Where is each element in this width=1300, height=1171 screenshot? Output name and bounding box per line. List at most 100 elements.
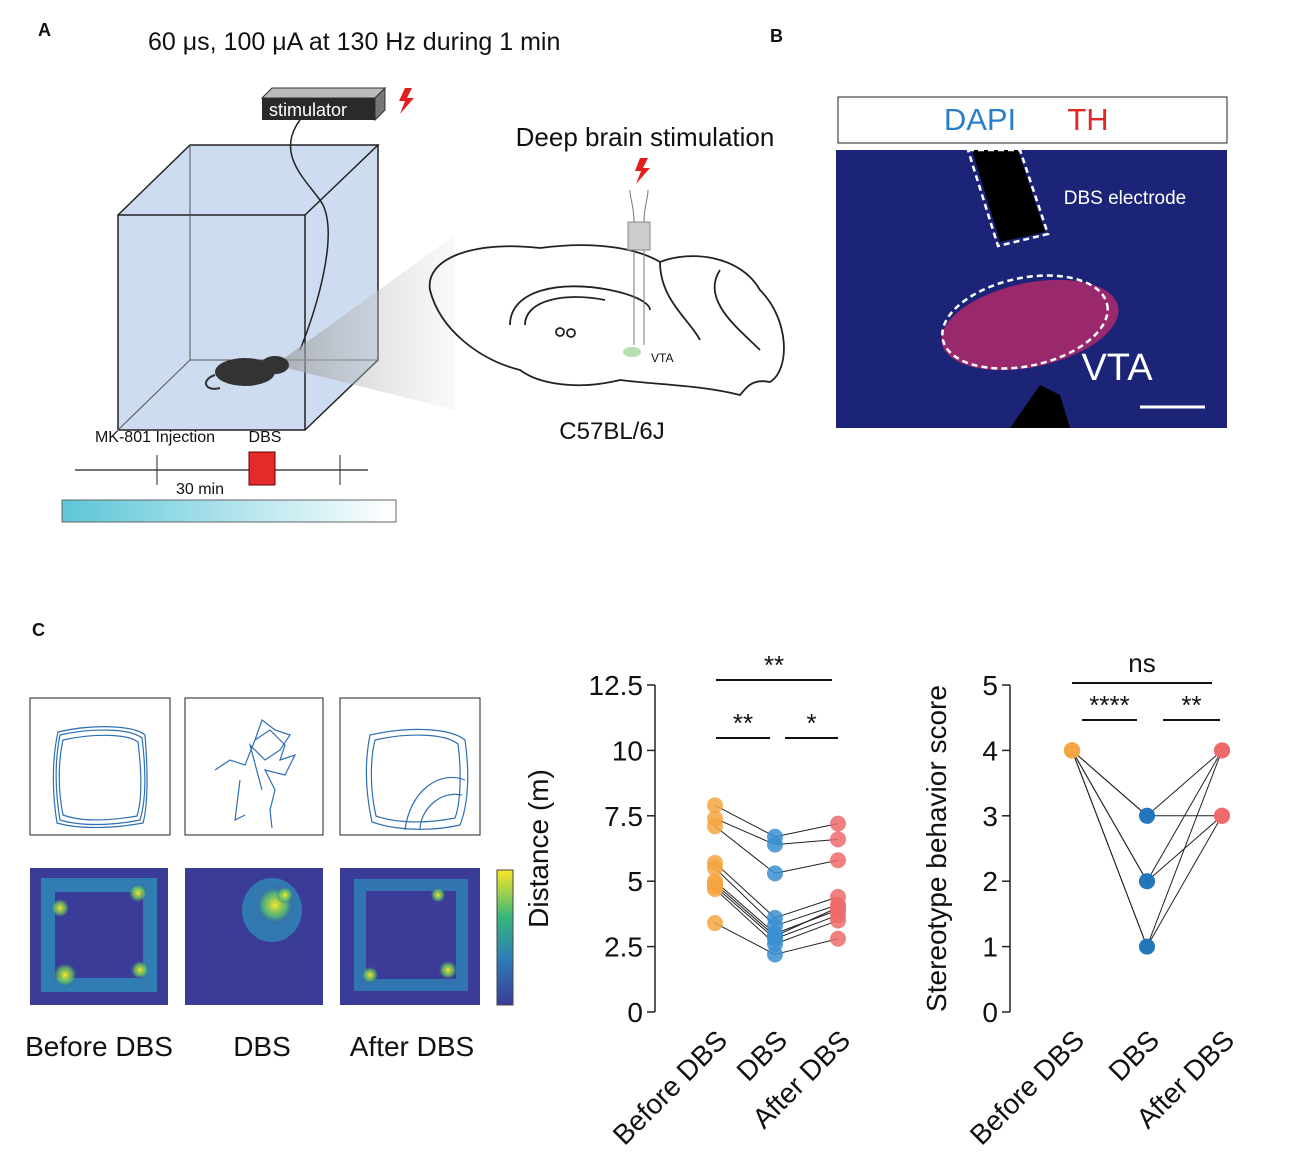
- stain-th: TH: [1067, 102, 1108, 137]
- th-signal: [941, 279, 1119, 371]
- data-point: [707, 875, 723, 892]
- y-tick-label: 0: [982, 997, 998, 1028]
- condition-label: Before DBS: [25, 1031, 173, 1062]
- panel-label: C: [32, 620, 45, 640]
- pair-line: [714, 862, 776, 919]
- y-axis-title: Stereotype behavior score: [921, 685, 952, 1012]
- y-axis-title: Distance (m): [523, 769, 554, 928]
- electrode: [629, 189, 649, 345]
- pair-line: [774, 896, 839, 919]
- data-point: [767, 865, 783, 882]
- x-tick-label: DBS: [1103, 1024, 1166, 1087]
- dbs-label: DBS: [249, 429, 282, 446]
- data-point: [830, 815, 846, 832]
- pair-line: [774, 823, 839, 838]
- y-tick-label: 3: [982, 801, 998, 832]
- data-point: [1214, 807, 1230, 824]
- data-point: [767, 836, 783, 853]
- pair-line: [1071, 750, 1148, 817]
- injection-label: MK-801 Injection: [95, 429, 215, 446]
- data-point: [1139, 873, 1155, 890]
- data-point: [707, 915, 723, 932]
- pair-line: [714, 804, 776, 838]
- significance-label: *: [806, 708, 816, 738]
- y-tick-label: 5: [627, 866, 643, 897]
- electrode-holder: [627, 221, 651, 251]
- stain-dapi: DAPI: [944, 102, 1016, 137]
- data-point: [830, 852, 846, 869]
- mouse-tail: [205, 374, 221, 390]
- data-point: [830, 912, 846, 929]
- y-tick-label: 5: [982, 670, 998, 701]
- pair-line: [1146, 750, 1223, 882]
- strain-label: C57BL/6J: [559, 418, 664, 445]
- lightning: [399, 88, 414, 114]
- data-point: [1139, 807, 1155, 824]
- mouse: [215, 358, 275, 386]
- mouse-head: [261, 356, 289, 374]
- trajectory-frames: [29, 697, 481, 836]
- pair-line: [774, 904, 839, 927]
- data-point: [830, 930, 846, 947]
- electrode-outline: [966, 148, 1050, 248]
- y-tick-label: 2: [982, 866, 998, 897]
- heatmaps: [30, 868, 514, 1006]
- dbs-block: [248, 451, 276, 486]
- data-point: [830, 831, 846, 848]
- pair-line: [774, 906, 839, 937]
- data-point: [1064, 742, 1080, 759]
- pair-line: [1071, 750, 1148, 947]
- stain-legend: [837, 96, 1228, 144]
- panel-label: A: [38, 20, 51, 40]
- zoom-cone: [275, 235, 455, 410]
- data-point: [707, 797, 723, 814]
- data-point: [707, 860, 723, 877]
- pair-line: [774, 938, 839, 955]
- pair-line: [1146, 750, 1223, 947]
- x-tick-label: Before DBS: [607, 1024, 733, 1150]
- y-tick-label: 10: [612, 735, 643, 766]
- pair-line: [774, 838, 839, 846]
- vta-outline: [941, 274, 1109, 370]
- drug-bar: [61, 499, 397, 523]
- stimulator-label: stimulator: [269, 100, 347, 120]
- interval-label: 30 min: [176, 481, 224, 498]
- panel-label: B: [770, 26, 783, 46]
- procedure-label: Deep brain stimulation: [516, 122, 775, 152]
- pair-line: [774, 919, 839, 945]
- pair-line: [714, 922, 776, 955]
- data-point: [830, 899, 846, 916]
- y-tick-label: 2.5: [604, 932, 643, 963]
- significance-label: **: [764, 650, 784, 680]
- lightning: [635, 158, 650, 184]
- ventricle: [1010, 385, 1070, 428]
- stimulator-top: [260, 87, 387, 99]
- cable: [289, 119, 329, 351]
- stimulation-parameters: 60 μs, 100 μA at 130 Hz during 1 min: [148, 28, 560, 56]
- data-point: [767, 946, 783, 963]
- pair-line: [1146, 750, 1223, 817]
- brain-outline: [428, 244, 785, 396]
- stimulator-box: [262, 98, 375, 120]
- pair-line: [774, 914, 839, 940]
- cage: [118, 145, 378, 430]
- electrode-label: DBS electrode: [1064, 188, 1187, 209]
- significance-label: ns: [1128, 648, 1155, 678]
- data-point: [707, 818, 723, 835]
- data-point: [1214, 742, 1230, 759]
- pair-line: [714, 825, 776, 874]
- y-tick-label: 0: [627, 997, 643, 1028]
- significance-label: **: [1181, 690, 1201, 720]
- condition-label: DBS: [233, 1031, 291, 1062]
- pair-line: [774, 859, 839, 874]
- y-tick-label: 1: [982, 932, 998, 963]
- vta-marker: [623, 347, 641, 357]
- data-point: [1139, 938, 1155, 955]
- pair-line: [714, 886, 776, 940]
- region-label: VTA: [1081, 347, 1153, 389]
- pair-line: [714, 817, 776, 846]
- y-tick-label: 7.5: [604, 801, 643, 832]
- region-label: VTA: [651, 351, 673, 365]
- significance-label: **: [733, 708, 753, 738]
